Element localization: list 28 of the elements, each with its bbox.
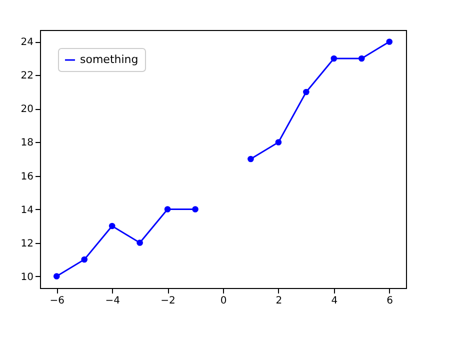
point — [358, 55, 365, 62]
x-tick-label: −6 — [50, 296, 65, 306]
x-tick-label: 0 — [220, 296, 227, 306]
x-tick-label: 4 — [331, 296, 338, 306]
y-tick-label: 22 — [20, 70, 34, 82]
x-tick-label: −2 — [160, 296, 176, 306]
point — [164, 206, 171, 212]
point — [136, 240, 143, 246]
y-tick-label: 16 — [20, 171, 34, 182]
x-tick-label: 6 — [386, 296, 394, 306]
point — [248, 156, 254, 162]
point — [108, 222, 116, 230]
y-tick-label: 10 — [20, 272, 34, 283]
y-tick-label: 20 — [20, 104, 34, 116]
point — [192, 206, 198, 212]
y-tick-label: 14 — [20, 204, 34, 216]
point — [330, 55, 338, 62]
legend-label: something — [80, 53, 138, 66]
y-tick-label: 12 — [20, 238, 34, 250]
point — [386, 38, 393, 45]
point — [53, 273, 60, 280]
point — [81, 256, 88, 263]
x-tick-label: −4 — [105, 296, 120, 306]
point — [303, 88, 310, 96]
y-tick-label: 18 — [20, 138, 34, 149]
point — [275, 139, 282, 146]
x-tick-label: 2 — [276, 296, 282, 306]
y-tick-label: 24 — [20, 37, 34, 48]
